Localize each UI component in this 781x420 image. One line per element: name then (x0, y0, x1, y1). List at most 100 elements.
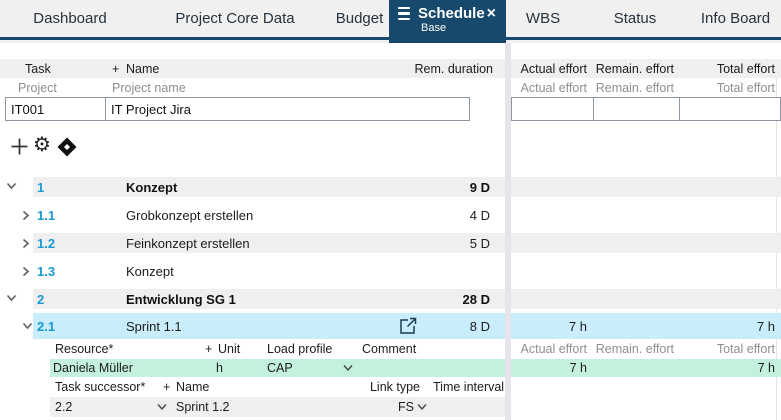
tab-dashboard[interactable]: Dashboard (0, 0, 140, 40)
task-name: Konzept (126, 263, 174, 279)
tab-project-core-data[interactable]: Project Core Data (140, 0, 330, 40)
load-profile-dropdown-icon[interactable] (343, 365, 353, 372)
tab-info-board[interactable]: Info Board (690, 0, 781, 40)
task-id: 1.1 (37, 207, 56, 223)
project-name-input[interactable] (105, 97, 470, 121)
successor-row[interactable]: 2.2 Sprint 1.2 FS (0, 397, 781, 417)
col-resource: Resource* (55, 342, 114, 356)
task-name: Konzept (126, 179, 178, 195)
label-project: Project (18, 80, 57, 95)
resource-name: Daniela Müller (53, 361, 133, 375)
remain-effort-input[interactable] (593, 97, 680, 121)
resource-actual-effort: 7 h (569, 361, 587, 375)
chevron-down-icon[interactable] (6, 182, 17, 190)
col-task-successor: Task successor* (55, 380, 146, 394)
table-header-left: Task + Name Rem. duration (0, 59, 505, 78)
resource-unit: h (216, 361, 223, 375)
resource-header-row: Resource* + Unit Load profile Comment Ac… (0, 339, 781, 359)
col-resource-total-effort: Total effort (716, 342, 775, 356)
tab-schedule-sublabel: Base (421, 22, 447, 34)
task-toolbar: ⚙ (0, 135, 781, 162)
col-unit: Unit (218, 342, 241, 356)
label-total-effort: Total effort (716, 80, 775, 95)
successor-task-id: 2.2 (55, 400, 73, 414)
task-duration: 5 D (469, 235, 490, 251)
task-total-effort: 7 h (756, 318, 775, 334)
chevron-down-icon[interactable] (6, 294, 17, 302)
tab-bar: Dashboard Project Core Data Budget Sched… (0, 0, 781, 43)
task-row-1-2[interactable]: 1.2 Feinkonzept erstellen 5 D (0, 229, 781, 257)
table-header-right: Actual effort Remain. effort Total effor… (511, 59, 781, 78)
task-row-2-1-selected[interactable]: 2.1 Sprint 1.1 8 D 7 h 7 h (0, 313, 781, 339)
task-name: Sprint 1.1 (126, 318, 182, 334)
menu-icon[interactable] (398, 6, 410, 21)
col-time-interval: Time interval (433, 380, 505, 394)
col-successor-name: Name (176, 380, 210, 394)
tab-status[interactable]: Status (580, 0, 690, 40)
task-id: 1.2 (37, 235, 56, 251)
actual-effort-input[interactable] (511, 97, 594, 121)
tab-schedule[interactable]: Schedule × Base (389, 0, 506, 43)
field-label-row: Project Project name Actual effort Remai… (0, 78, 781, 97)
chevron-right-icon[interactable] (22, 266, 30, 277)
task-name: Feinkonzept erstellen (126, 235, 250, 251)
task-row-1-3[interactable]: 1.3 Konzept (0, 257, 781, 285)
task-id-input[interactable] (5, 97, 106, 121)
col-comment: Comment (362, 342, 417, 356)
col-link-type: Link type (369, 380, 420, 394)
task-duration: 4 D (469, 207, 490, 223)
col-remain-effort[interactable]: Remain. effort (595, 61, 674, 76)
label-remain-effort: Remain. effort (595, 80, 674, 95)
col-name[interactable]: Name (126, 61, 160, 76)
col-actual-effort[interactable]: Actual effort (520, 61, 587, 76)
task-row-2[interactable]: 2 Entwicklung SG 1 28 D (0, 285, 781, 313)
project-input-row (0, 97, 781, 123)
tab-schedule-main: Schedule × (398, 5, 498, 22)
task-actual-effort: 7 h (568, 318, 587, 334)
tab-budget[interactable]: Budget (330, 0, 389, 40)
task-id: 1 (37, 179, 45, 195)
total-effort-input[interactable] (679, 97, 781, 121)
successor-dropdown-icon[interactable] (157, 404, 167, 411)
open-task-external-icon[interactable] (398, 316, 430, 336)
task-row-1-1[interactable]: 1.1 Grobkonzept erstellen 4 D (0, 201, 781, 229)
col-load-profile: Load profile (267, 342, 333, 356)
successor-link-type: FS (398, 400, 414, 414)
col-resource-actual-effort: Actual effort (520, 342, 587, 356)
add-column-icon[interactable]: + (112, 61, 120, 76)
task-id: 1.3 (37, 263, 56, 279)
resource-row[interactable]: Daniela Müller h CAP 7 h 7 h (0, 359, 781, 377)
tab-schedule-label: Schedule (417, 5, 485, 22)
milestone-diamond-icon[interactable] (57, 137, 77, 157)
label-actual-effort: Actual effort (520, 80, 587, 95)
task-row-1[interactable]: 1 Konzept 9 D (0, 173, 781, 201)
panel-divider[interactable] (505, 43, 511, 420)
task-name: Entwicklung SG 1 (126, 291, 236, 307)
tab-wbs[interactable]: WBS (506, 0, 580, 40)
col-total-effort[interactable]: Total effort (716, 61, 775, 76)
chevron-down-icon[interactable] (22, 322, 33, 330)
add-resource-column-icon[interactable]: + (205, 342, 213, 356)
label-project-name: Project name (112, 80, 186, 95)
add-task-icon[interactable] (10, 137, 29, 156)
col-rem-duration[interactable]: Rem. duration (414, 61, 493, 76)
close-icon[interactable]: × (486, 4, 496, 22)
task-id: 2 (37, 291, 45, 307)
link-type-dropdown-icon[interactable] (417, 404, 427, 411)
chevron-right-icon[interactable] (22, 210, 30, 221)
successor-name: Sprint 1.2 (176, 400, 230, 414)
add-successor-column-icon[interactable]: + (163, 380, 171, 394)
task-duration: 28 D (462, 291, 490, 307)
resource-total-effort: 7 h (757, 361, 775, 375)
col-task[interactable]: Task (25, 61, 51, 76)
successor-header-row: Task successor* + Name Link type Time in… (0, 377, 781, 397)
task-duration: 9 D (469, 179, 490, 195)
task-name: Grobkonzept erstellen (126, 207, 254, 223)
col-resource-remain-effort: Remain. effort (595, 342, 674, 356)
gear-icon[interactable]: ⚙ (33, 134, 51, 156)
task-duration: 8 D (469, 318, 490, 334)
resource-load-profile: CAP (267, 361, 293, 375)
chevron-right-icon[interactable] (22, 238, 30, 249)
task-id: 2.1 (37, 318, 56, 334)
